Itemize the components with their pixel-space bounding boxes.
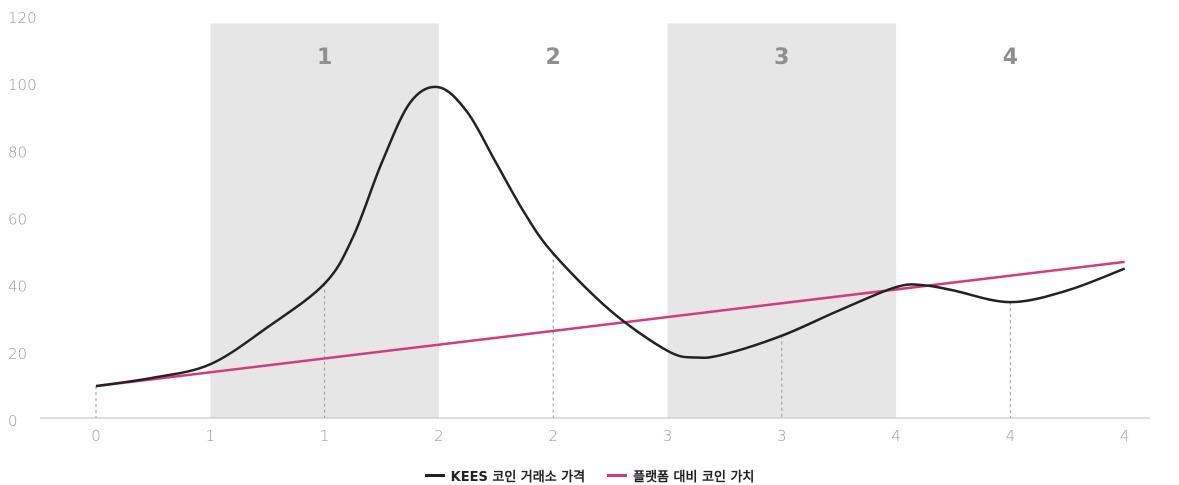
legend-item-platform-value: 플랫폼 대비 코인 가치 bbox=[607, 466, 754, 485]
phase-label-3: 3 bbox=[774, 45, 789, 70]
y-tick-label: 120 bbox=[8, 9, 37, 27]
x-tick-label: 1 bbox=[206, 427, 216, 445]
legend-label-platform-value: 플랫폼 대비 코인 가치 bbox=[633, 470, 755, 485]
x-tick-label: 4 bbox=[1006, 427, 1016, 445]
series-line-platform-value bbox=[95, 260, 1125, 388]
legend-swatch-platform-value bbox=[607, 474, 628, 477]
x-tick-label: 4 bbox=[1120, 427, 1130, 445]
series-line-exchange-price bbox=[95, 85, 1126, 388]
phase-label-1: 1 bbox=[317, 45, 332, 70]
x-tick-label: 2 bbox=[434, 427, 444, 445]
x-tick-label: 1 bbox=[320, 427, 330, 445]
phase-band-3 bbox=[667, 23, 897, 418]
legend-swatch-exchange-price bbox=[424, 474, 445, 477]
y-tick-label: 20 bbox=[8, 345, 27, 363]
y-tick-label: 100 bbox=[8, 76, 37, 94]
x-tick-label: 3 bbox=[663, 427, 673, 445]
y-tick-label: 80 bbox=[8, 143, 27, 161]
phase-label-2: 2 bbox=[546, 45, 561, 70]
legend-label-exchange-price: KEES 코인 거래소 가격 bbox=[450, 470, 586, 485]
x-tick-label: 2 bbox=[548, 427, 558, 445]
legend: KEES 코인 거래소 가격 플랫폼 대비 코인 가치 bbox=[0, 466, 1179, 485]
phase-label-4: 4 bbox=[1003, 45, 1018, 70]
x-tick-label: 0 bbox=[91, 427, 101, 445]
x-tick-label: 4 bbox=[891, 427, 901, 445]
y-tick-label: 60 bbox=[8, 211, 27, 229]
y-tick-label: 40 bbox=[8, 278, 27, 296]
y-tick-label: 0 bbox=[8, 412, 18, 430]
x-tick-label: 3 bbox=[777, 427, 787, 445]
legend-item-exchange-price: KEES 코인 거래소 가격 bbox=[424, 466, 586, 485]
